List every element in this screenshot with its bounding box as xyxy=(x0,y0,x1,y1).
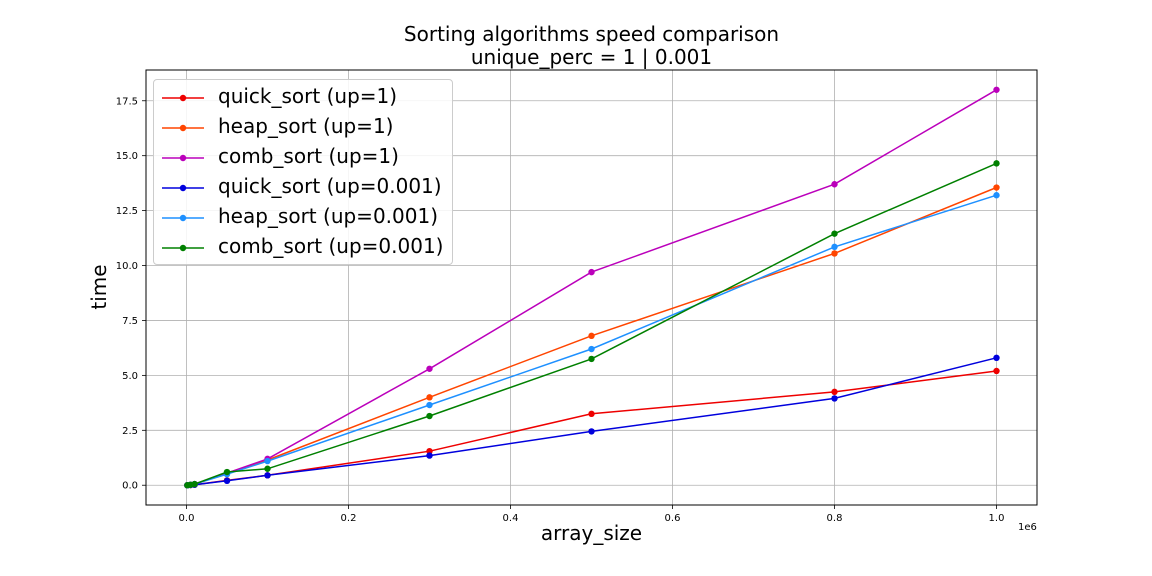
y-tick-label: 10.0 xyxy=(116,261,138,272)
x-tick-label: 0.6 xyxy=(665,513,681,524)
legend-label: comb_sort (up=0.001) xyxy=(218,234,444,258)
legend-label: comb_sort (up=1) xyxy=(218,144,399,168)
data-point xyxy=(831,388,838,396)
data-point xyxy=(993,367,1000,375)
legend-marker xyxy=(179,154,187,162)
chart-subtitle: unique_perc = 1 | 0.001 xyxy=(470,45,713,69)
legend: quick_sort (up=1) heap_sort (up=1) comb_… xyxy=(153,79,453,265)
legend-marker xyxy=(179,184,187,192)
data-point xyxy=(223,468,231,476)
legend-item: heap_sort (up=1) xyxy=(154,112,452,142)
data-point xyxy=(264,465,271,472)
data-point xyxy=(426,401,433,409)
x-tick-label: 0.2 xyxy=(341,513,357,524)
data-point xyxy=(993,354,1000,362)
plot-area-frame xyxy=(145,69,1038,506)
legend-item: quick_sort (up=1) xyxy=(154,82,452,112)
x-axis-ticks: 0.0 0.2 0.4 0.6 0.8 1.0 xyxy=(179,505,1005,524)
data-point xyxy=(426,447,433,455)
data-point xyxy=(223,477,231,485)
data-point xyxy=(993,86,1000,93)
data-point xyxy=(588,268,595,276)
series-layer xyxy=(184,86,1000,489)
legend-label: quick_sort (up=1) xyxy=(218,84,398,108)
legend-item: comb_sort (up=0.001) xyxy=(154,232,452,262)
y-tick-label: 7.5 xyxy=(122,316,138,327)
legend-swatch-3 xyxy=(162,184,204,192)
y-tick-label: 15.0 xyxy=(116,151,138,162)
data-point xyxy=(993,192,1000,199)
legend-item: quick_sort (up=0.001) xyxy=(154,172,452,202)
data-point xyxy=(426,394,433,401)
legend-item: heap_sort (up=0.001) xyxy=(154,202,452,232)
x-tick-label: 0.4 xyxy=(503,513,519,524)
data-point xyxy=(993,160,1000,167)
legend-swatch-0 xyxy=(162,94,204,102)
y-axis-ticks: 0.0 2.5 5.0 7.5 10.0 12.5 15.0 17.5 xyxy=(116,96,146,492)
legend-swatch-4 xyxy=(162,214,204,222)
y-tick-label: 0.0 xyxy=(122,481,138,492)
legend-label: heap_sort (up=0.001) xyxy=(218,204,438,228)
legend-swatch-1 xyxy=(162,124,204,132)
series-5 xyxy=(184,160,1000,489)
x-axis-label: array_size xyxy=(540,521,643,545)
data-point xyxy=(588,428,595,435)
x-tick-label: 0.0 xyxy=(179,513,195,524)
legend-swatch-2 xyxy=(162,154,204,162)
data-point xyxy=(588,410,595,418)
legend-label: quick_sort (up=0.001) xyxy=(218,174,442,198)
data-point xyxy=(264,472,271,479)
data-point xyxy=(831,243,838,251)
data-point xyxy=(588,332,595,340)
data-point xyxy=(831,250,838,257)
data-point xyxy=(191,480,198,488)
legend-marker xyxy=(179,244,187,252)
data-point xyxy=(588,355,595,363)
grid-lines xyxy=(146,70,1037,505)
data-point xyxy=(831,395,838,402)
data-point xyxy=(426,452,433,459)
data-point xyxy=(831,230,838,237)
legend-marker xyxy=(179,214,187,222)
legend-item: comb_sort (up=1) xyxy=(154,142,452,172)
data-point xyxy=(426,412,433,420)
data-point xyxy=(426,365,433,372)
data-point xyxy=(831,181,838,188)
x-tick-label: 0.8 xyxy=(827,513,843,524)
chart-title: Sorting algorithms speed comparison xyxy=(403,22,780,46)
legend-marker xyxy=(179,94,187,102)
data-point xyxy=(264,457,271,465)
legend-swatch-5 xyxy=(162,244,204,252)
legend-marker xyxy=(179,124,187,132)
y-tick-label: 5.0 xyxy=(122,371,138,382)
legend-label: heap_sort (up=1) xyxy=(218,114,394,138)
data-point xyxy=(588,345,595,353)
data-point xyxy=(993,184,1000,191)
y-tick-label: 2.5 xyxy=(122,426,138,437)
y-tick-label: 12.5 xyxy=(116,206,138,217)
x-axis-offset-label: 1e6 xyxy=(1018,522,1037,533)
y-axis-label: time xyxy=(87,264,111,310)
x-tick-label: 1.0 xyxy=(989,513,1005,524)
y-tick-label: 17.5 xyxy=(116,96,138,107)
